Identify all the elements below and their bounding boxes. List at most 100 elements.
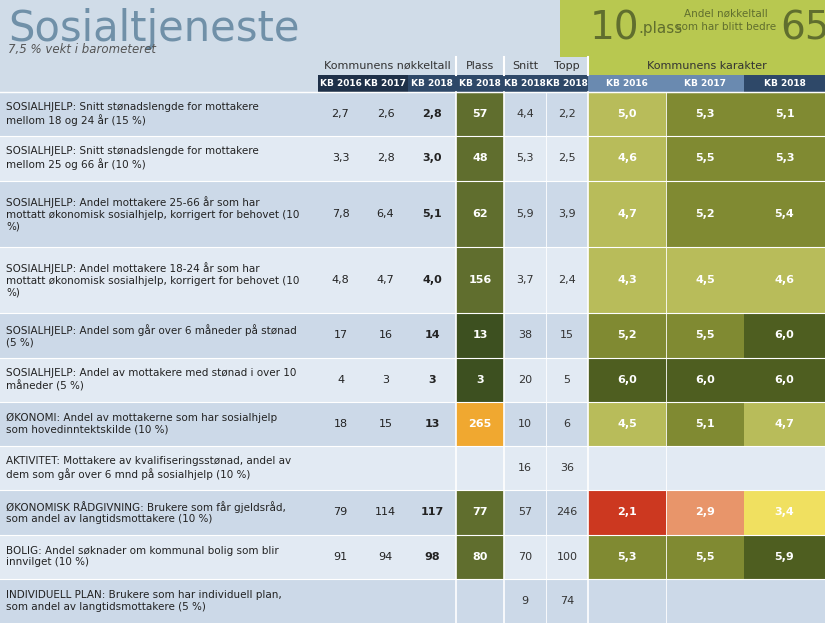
Text: KB 2018: KB 2018	[411, 79, 453, 88]
Text: KB 2018: KB 2018	[546, 79, 588, 88]
Text: 14: 14	[424, 330, 440, 340]
Bar	[666, 247, 744, 313]
Bar	[456, 57, 504, 75]
Text: 4,7: 4,7	[377, 275, 394, 285]
Text: 5,5: 5,5	[695, 153, 714, 163]
Bar	[504, 75, 546, 92]
Text: SOSIALHJELP: Andel mottakere 25-66 år som har
mottatt økonomisk sosialhjelp, kor: SOSIALHJELP: Andel mottakere 25-66 år so…	[6, 196, 299, 231]
Text: 16: 16	[379, 330, 393, 340]
Text: 5: 5	[563, 374, 571, 384]
Text: 4,7: 4,7	[775, 419, 794, 429]
Text: 17: 17	[333, 330, 347, 340]
Bar	[744, 535, 825, 579]
Text: 5,1: 5,1	[695, 419, 714, 429]
Bar	[456, 535, 504, 579]
Text: 5,5: 5,5	[695, 551, 714, 561]
Bar	[456, 181, 504, 247]
Text: 3,4: 3,4	[775, 507, 794, 517]
Text: 4,8: 4,8	[332, 275, 349, 285]
Text: 100: 100	[557, 551, 577, 561]
Text: KB 2018: KB 2018	[459, 79, 501, 88]
Text: 5,3: 5,3	[775, 153, 794, 163]
Text: ØKONOMISK RÅDGIVNING: Brukere som får gjeldsråd,
som andel av langtidsmottakere : ØKONOMISK RÅDGIVNING: Brukere som får gj…	[6, 501, 286, 524]
Text: 18: 18	[333, 419, 347, 429]
Text: 3,0: 3,0	[422, 153, 441, 163]
Bar	[0, 57, 825, 75]
Text: SOSIALHJELP: Andel som går over 6 måneder på stønad
(5 %): SOSIALHJELP: Andel som går over 6 månede…	[6, 323, 297, 347]
Text: Sosialtjeneste: Sosialtjeneste	[8, 8, 299, 50]
Bar	[588, 490, 666, 535]
Bar	[0, 313, 825, 358]
Text: Kommunens nøkkeltall: Kommunens nøkkeltall	[323, 61, 450, 71]
Bar	[666, 402, 744, 446]
Bar	[588, 402, 666, 446]
Bar	[0, 247, 825, 313]
Text: 6,0: 6,0	[617, 374, 637, 384]
Text: 94: 94	[379, 551, 393, 561]
Text: 98: 98	[424, 551, 440, 561]
Bar	[456, 92, 504, 136]
Bar	[504, 57, 546, 75]
Text: 114: 114	[375, 507, 396, 517]
Text: 2,5: 2,5	[559, 153, 576, 163]
Text: ØKONOMI: Andel av mottakerne som har sosialhjelp
som hovedinntektskilde (10 %): ØKONOMI: Andel av mottakerne som har sos…	[6, 413, 277, 435]
Text: 70: 70	[518, 551, 532, 561]
Text: Andel nøkkeltall
som har blitt bedre: Andel nøkkeltall som har blitt bedre	[676, 8, 776, 32]
Text: Kommunens karakter: Kommunens karakter	[647, 61, 766, 71]
Text: 4,5: 4,5	[617, 419, 637, 429]
Text: SOSIALHJELP: Snitt stønadslengde for mottakere
mellom 25 og 66 år (10 %): SOSIALHJELP: Snitt stønadslengde for mot…	[6, 146, 259, 170]
Text: 5,3: 5,3	[617, 551, 637, 561]
Bar	[560, 0, 825, 57]
Bar	[588, 247, 666, 313]
Text: KB 2016: KB 2016	[606, 79, 648, 88]
Bar	[588, 75, 666, 92]
Text: 156: 156	[469, 275, 492, 285]
Text: 9: 9	[521, 596, 529, 606]
Bar	[666, 313, 744, 358]
Text: 3: 3	[382, 374, 389, 384]
Text: 79: 79	[333, 507, 347, 517]
Text: 20: 20	[518, 374, 532, 384]
Bar	[0, 0, 825, 57]
Bar	[0, 490, 825, 535]
Bar	[744, 75, 825, 92]
Text: 5,0: 5,0	[617, 109, 637, 119]
Bar	[588, 535, 666, 579]
Text: 6,0: 6,0	[775, 374, 794, 384]
Bar	[318, 57, 456, 75]
Text: 2,4: 2,4	[559, 275, 576, 285]
Bar	[744, 402, 825, 446]
Text: 15: 15	[379, 419, 393, 429]
Text: 5,9: 5,9	[516, 209, 534, 219]
Bar	[588, 57, 825, 75]
Bar	[0, 446, 825, 490]
Bar	[588, 136, 666, 181]
Text: 13: 13	[424, 419, 440, 429]
Text: 2,6: 2,6	[377, 109, 394, 119]
Text: 13: 13	[472, 330, 488, 340]
Bar	[546, 57, 588, 75]
Bar	[666, 535, 744, 579]
Bar	[0, 358, 825, 402]
Text: 2,7: 2,7	[332, 109, 349, 119]
Text: 4,4: 4,4	[516, 109, 534, 119]
Text: SOSIALHJELP: Andel av mottakere med stønad i over 10
måneder (5 %): SOSIALHJELP: Andel av mottakere med støn…	[6, 368, 296, 391]
Bar	[456, 490, 504, 535]
Text: 2,9: 2,9	[695, 507, 715, 517]
Bar	[546, 75, 588, 92]
Bar	[744, 490, 825, 535]
Bar	[588, 92, 666, 136]
Text: 3: 3	[428, 374, 436, 384]
Bar	[456, 313, 504, 358]
Text: 16: 16	[518, 463, 532, 473]
Bar	[744, 92, 825, 136]
Text: 5,3: 5,3	[516, 153, 534, 163]
Text: 3,7: 3,7	[516, 275, 534, 285]
Bar	[0, 181, 825, 247]
Text: KB 2017: KB 2017	[684, 79, 726, 88]
Bar	[666, 92, 744, 136]
Bar	[456, 75, 504, 92]
Bar	[363, 75, 408, 92]
Text: 48: 48	[472, 153, 488, 163]
Text: 3,3: 3,3	[332, 153, 349, 163]
